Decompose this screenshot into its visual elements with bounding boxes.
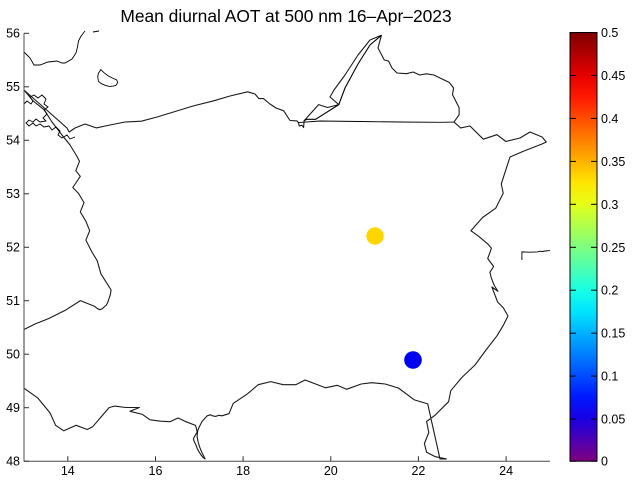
svg-text:16: 16 [149, 464, 163, 478]
svg-text:0.35: 0.35 [601, 155, 625, 169]
svg-text:0.2: 0.2 [601, 284, 618, 298]
svg-text:0.15: 0.15 [601, 327, 625, 341]
svg-text:14: 14 [61, 464, 75, 478]
svg-text:0.1: 0.1 [601, 370, 618, 384]
svg-text:55: 55 [6, 80, 20, 94]
svg-text:52: 52 [6, 241, 20, 255]
svg-text:54: 54 [6, 134, 20, 148]
svg-text:0.4: 0.4 [601, 112, 618, 126]
svg-text:24: 24 [499, 464, 513, 478]
svg-text:48: 48 [6, 455, 20, 469]
svg-text:0.05: 0.05 [601, 413, 625, 427]
svg-text:51: 51 [6, 294, 20, 308]
svg-text:18: 18 [236, 464, 250, 478]
svg-text:0: 0 [601, 455, 608, 469]
svg-text:49: 49 [6, 401, 20, 415]
svg-text:0.45: 0.45 [601, 69, 625, 83]
svg-text:56: 56 [6, 27, 20, 41]
svg-text:50: 50 [6, 348, 20, 362]
svg-text:Mean diurnal AOT at 500 nm 16–: Mean diurnal AOT at 500 nm 16–Apr–2023 [120, 6, 451, 26]
svg-text:0.3: 0.3 [601, 198, 618, 212]
svg-text:22: 22 [411, 464, 425, 478]
svg-text:0.5: 0.5 [601, 26, 618, 40]
svg-text:53: 53 [6, 187, 20, 201]
svg-text:0.25: 0.25 [601, 241, 625, 255]
svg-text:20: 20 [324, 464, 338, 478]
